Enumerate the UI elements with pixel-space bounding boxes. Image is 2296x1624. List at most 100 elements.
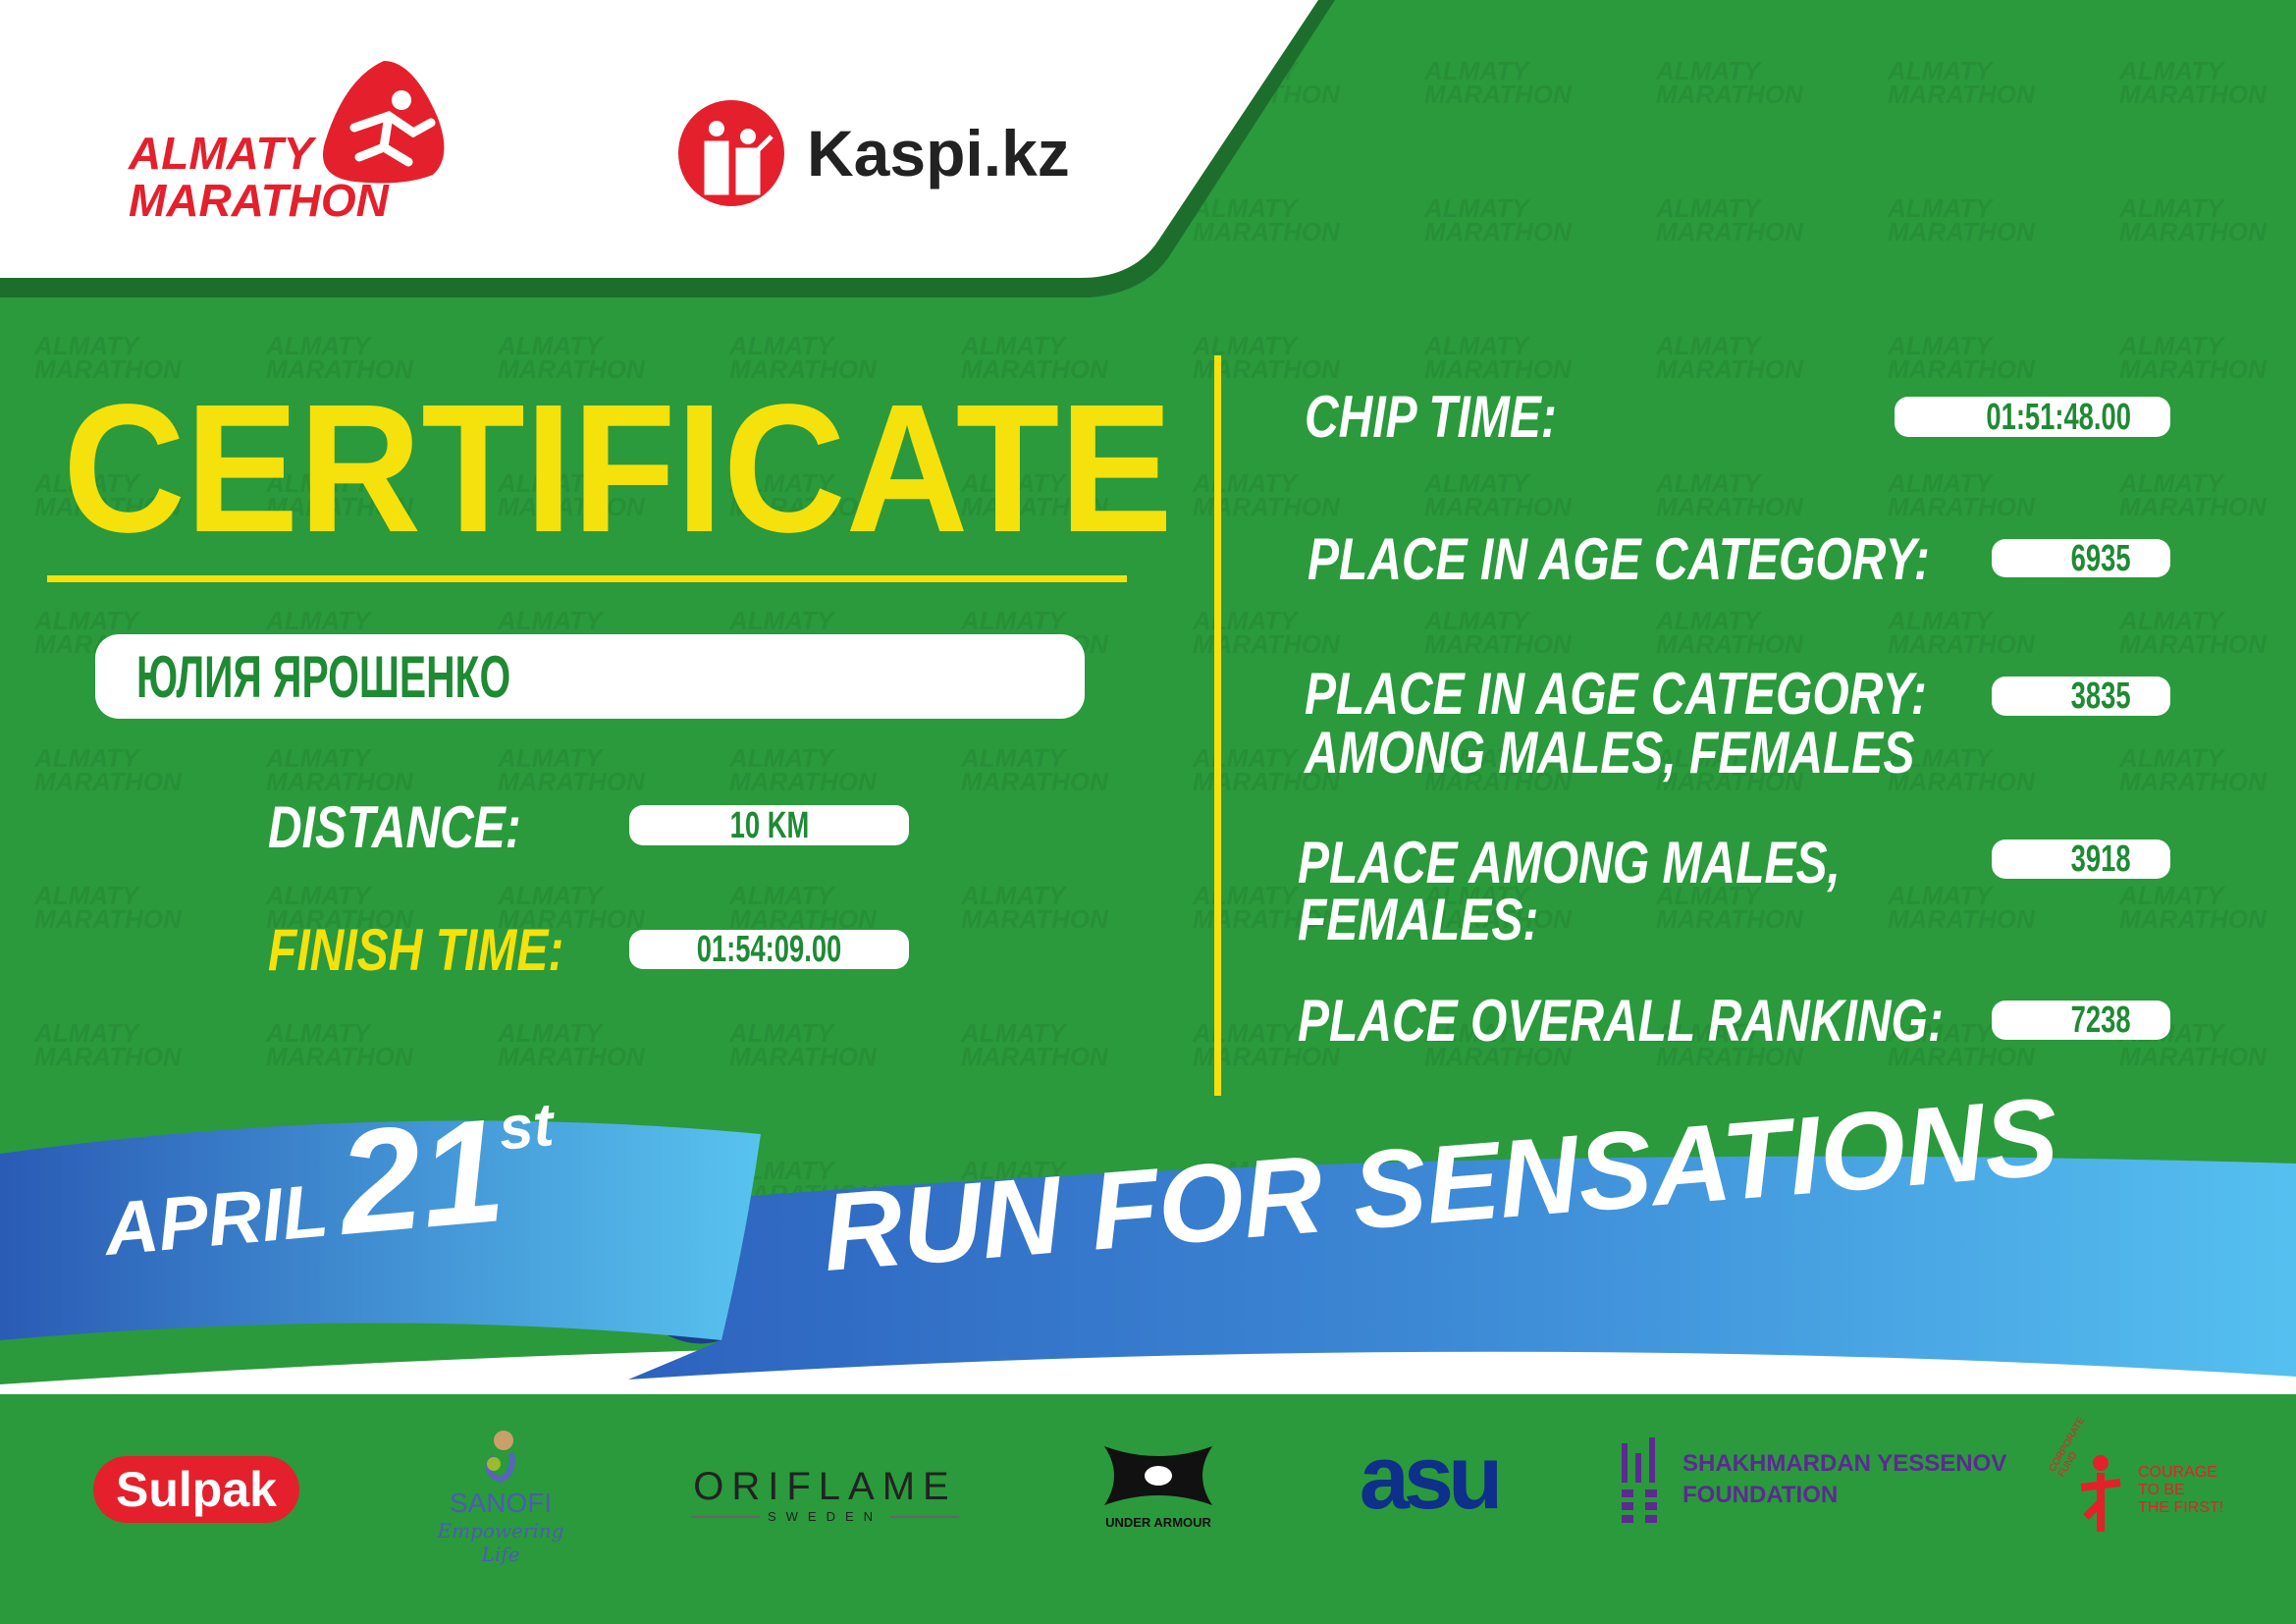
runner-icon <box>323 61 445 184</box>
distance-value: 10 KM <box>629 805 909 845</box>
courage-figure-icon <box>2080 1455 2121 1532</box>
kaspi-icon <box>678 100 784 206</box>
yessenov-icon <box>1622 1437 1657 1523</box>
finish-time-label: FINISH TIME: <box>268 917 564 983</box>
age-category-gender-label-line2: AMONG MALES, FEMALES <box>1305 720 1915 785</box>
event-day-suffix: st <box>496 1091 557 1164</box>
oriflame-subtext: SWEDEN <box>767 1509 883 1524</box>
yessenov-text: SHAKHMARDAN YESSENOV <box>1682 1450 2007 1477</box>
age-category-gender-label: PLACE IN AGE CATEGORY: <box>1305 661 1927 727</box>
distance-label: DISTANCE: <box>268 794 521 860</box>
ribbon-banner <box>0 1120 2296 1394</box>
courage-text: COURAGE <box>2138 1463 2217 1481</box>
finish-time-value: 01:54:09.00 <box>629 930 909 969</box>
almaty-marathon-logo: ALMATY MARATHON <box>129 59 453 231</box>
sulpak-logo: Sulpak <box>93 1456 299 1523</box>
sanofi-icon <box>485 1431 515 1484</box>
gender-place-label-line2: FEMALES: <box>1298 887 1539 952</box>
vertical-divider <box>1214 355 1221 1096</box>
gender-place-label: PLACE AMONG MALES, <box>1298 830 1841 895</box>
chip-time-label: CHIP TIME: <box>1305 384 1557 450</box>
logo-text-line: MARATHON <box>129 175 389 226</box>
under-armour-text: UNDER ARMOUR <box>1105 1515 1211 1530</box>
sanofi-logo: SANOFI Empowering Life <box>417 1429 584 1566</box>
oriflame-text: ORIFLAME <box>693 1465 957 1508</box>
chip-time-value: 01:51:48.00 <box>1895 397 2170 437</box>
kaspi-logo-text: Kaspi.kz <box>807 117 1070 189</box>
courage-text-line3: THE FIRST! <box>2138 1498 2224 1516</box>
logo-text-line: ALMATY <box>129 128 314 179</box>
courage-fund-logo: CORPORATE FUND COURAGE TO BE THE FIRST! <box>2047 1415 2224 1537</box>
title-underline <box>47 575 1127 582</box>
under-armour-logo: UNDER ARMOUR <box>1075 1441 1242 1530</box>
oriflame-logo: ORIFLAME SWEDEN <box>690 1465 960 1524</box>
asu-logo: asu <box>1359 1427 1504 1528</box>
participant-name: ЮЛИЯ ЯРОШЕНКО <box>136 643 511 710</box>
sanofi-text: SANOFI <box>449 1488 553 1518</box>
event-day: 21 <box>332 1086 510 1266</box>
event-month: APRIL <box>101 1168 332 1272</box>
age-category-place-value: 6935 <box>1992 539 2170 577</box>
overall-ranking-label: PLACE OVERALL RANKING: <box>1298 988 1944 1054</box>
kaspi-logo: Kaspi.kz <box>677 99 1070 207</box>
yessenov-foundation-logo: SHAKHMARDAN YESSENOV FOUNDATION <box>1620 1435 2006 1524</box>
gender-place-value: 3918 <box>1992 839 2170 879</box>
age-category-gender-value: 3835 <box>1992 677 2170 716</box>
overall-ranking-value: 7238 <box>1992 1001 2170 1040</box>
under-armour-icon <box>1104 1446 1212 1505</box>
sanofi-tagline: Empowering Life <box>437 1519 564 1566</box>
name-field: ЮЛИЯ ЯРОШЕНКО <box>95 634 1085 719</box>
certificate-title: CERTIFICATE <box>63 367 1173 570</box>
